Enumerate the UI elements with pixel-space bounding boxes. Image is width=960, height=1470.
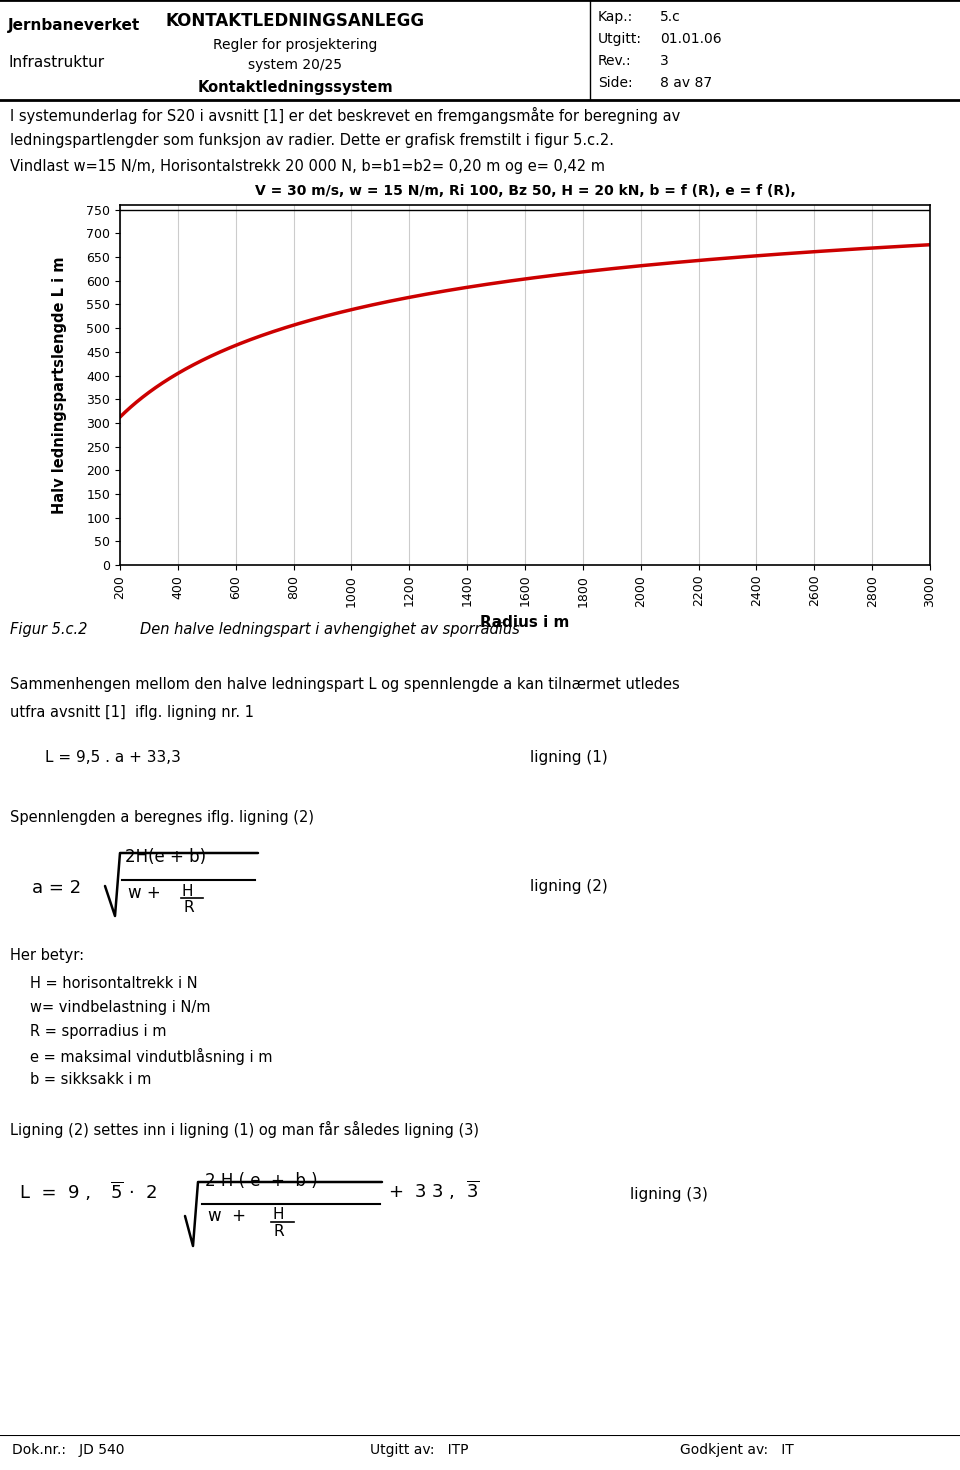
Text: 3: 3 (660, 54, 669, 68)
Text: system 20/25: system 20/25 (248, 57, 342, 72)
Text: Her betyr:: Her betyr: (10, 948, 84, 963)
Text: Halv ledningspartslengde L i m: Halv ledningspartslengde L i m (53, 256, 67, 513)
Text: Sammenhengen mellom den halve ledningspart L og spennlengde a kan tilnærmet utle: Sammenhengen mellom den halve ledningspa… (10, 678, 680, 692)
Text: H: H (182, 883, 194, 900)
Text: Figur 5.c.2: Figur 5.c.2 (10, 622, 87, 637)
Text: 2H(e + b): 2H(e + b) (125, 848, 206, 866)
Text: w  +: w + (208, 1207, 246, 1225)
X-axis label: Radius i m: Radius i m (480, 614, 569, 631)
Text: Utgitt:: Utgitt: (598, 32, 642, 46)
Text: L = 9,5 . a + 33,3: L = 9,5 . a + 33,3 (45, 750, 180, 764)
Text: Jernbaneverket: Jernbaneverket (8, 18, 140, 32)
Text: R: R (184, 900, 195, 914)
Text: Infrastruktur: Infrastruktur (8, 54, 104, 71)
Text: ledningspartlengder som funksjon av radier. Dette er grafisk fremstilt i figur 5: ledningspartlengder som funksjon av radi… (10, 132, 614, 148)
Text: I systemunderlag for S20 i avsnitt [1] er det beskrevet en fremgangsmåte for ber: I systemunderlag for S20 i avsnitt [1] e… (10, 107, 681, 123)
Text: ligning (2): ligning (2) (530, 879, 608, 894)
Text: Vindlast w=15 N/m, Horisontalstrekk 20 000 N, b=b1=b2= 0,20 m og e= 0,42 m: Vindlast w=15 N/m, Horisontalstrekk 20 0… (10, 159, 605, 173)
Text: R = sporradius i m: R = sporradius i m (30, 1025, 166, 1039)
Text: Kap.:: Kap.: (598, 10, 634, 24)
Text: 2 H ( e  +  b ): 2 H ( e + b ) (205, 1172, 318, 1191)
Text: $+$  3 3 ,  $\mathregular{\overline{3}}$: $+$ 3 3 , $\mathregular{\overline{3}}$ (388, 1179, 479, 1202)
Text: ligning (1): ligning (1) (530, 750, 608, 764)
Text: L  =  9 ,: L = 9 , (20, 1183, 91, 1202)
Text: Ligning (2) settes inn i ligning (1) og man får således ligning (3): Ligning (2) settes inn i ligning (1) og … (10, 1122, 479, 1138)
Text: e = maksimal vindutblåsning i m: e = maksimal vindutblåsning i m (30, 1048, 273, 1066)
Text: a = 2: a = 2 (32, 879, 82, 897)
Text: 5.c: 5.c (660, 10, 681, 24)
Text: R: R (274, 1225, 284, 1239)
Text: Utgitt av:   ITP: Utgitt av: ITP (370, 1444, 468, 1457)
Text: Kontaktledningssystem: Kontaktledningssystem (197, 79, 393, 96)
Text: 8 av 87: 8 av 87 (660, 76, 712, 90)
Text: b = sikksakk i m: b = sikksakk i m (30, 1072, 152, 1086)
Text: 01.01.06: 01.01.06 (660, 32, 722, 46)
Text: Rev.:: Rev.: (598, 54, 632, 68)
Text: $\cdot$  2: $\cdot$ 2 (128, 1183, 156, 1202)
Text: w +: w + (128, 883, 160, 903)
Text: Godkjent av:   IT: Godkjent av: IT (680, 1444, 794, 1457)
Text: utfra avsnitt [1]  iflg. ligning nr. 1: utfra avsnitt [1] iflg. ligning nr. 1 (10, 706, 254, 720)
Text: KONTAKTLEDNINGSANLEGG: KONTAKTLEDNINGSANLEGG (165, 12, 424, 29)
Text: H = horisontaltrekk i N: H = horisontaltrekk i N (30, 976, 198, 991)
Title: V = 30 m/s, w = 15 N/m, Ri 100, Bz 50, H = 20 kN, b = f (R), e = f (R),: V = 30 m/s, w = 15 N/m, Ri 100, Bz 50, H… (254, 184, 796, 198)
Text: H: H (273, 1207, 284, 1222)
Text: Dok.nr.:   JD 540: Dok.nr.: JD 540 (12, 1444, 125, 1457)
Text: ligning (3): ligning (3) (630, 1186, 708, 1202)
Text: Spennlengden a beregnes iflg. ligning (2): Spennlengden a beregnes iflg. ligning (2… (10, 810, 314, 825)
Text: w= vindbelastning i N/m: w= vindbelastning i N/m (30, 1000, 210, 1014)
Text: $\mathregular{\overline{5}}$: $\mathregular{\overline{5}}$ (110, 1182, 124, 1202)
Text: Regler for prosjektering: Regler for prosjektering (213, 38, 377, 51)
Text: Side:: Side: (598, 76, 633, 90)
Text: Den halve ledningspart i avhengighet av sporradius: Den halve ledningspart i avhengighet av … (140, 622, 519, 637)
